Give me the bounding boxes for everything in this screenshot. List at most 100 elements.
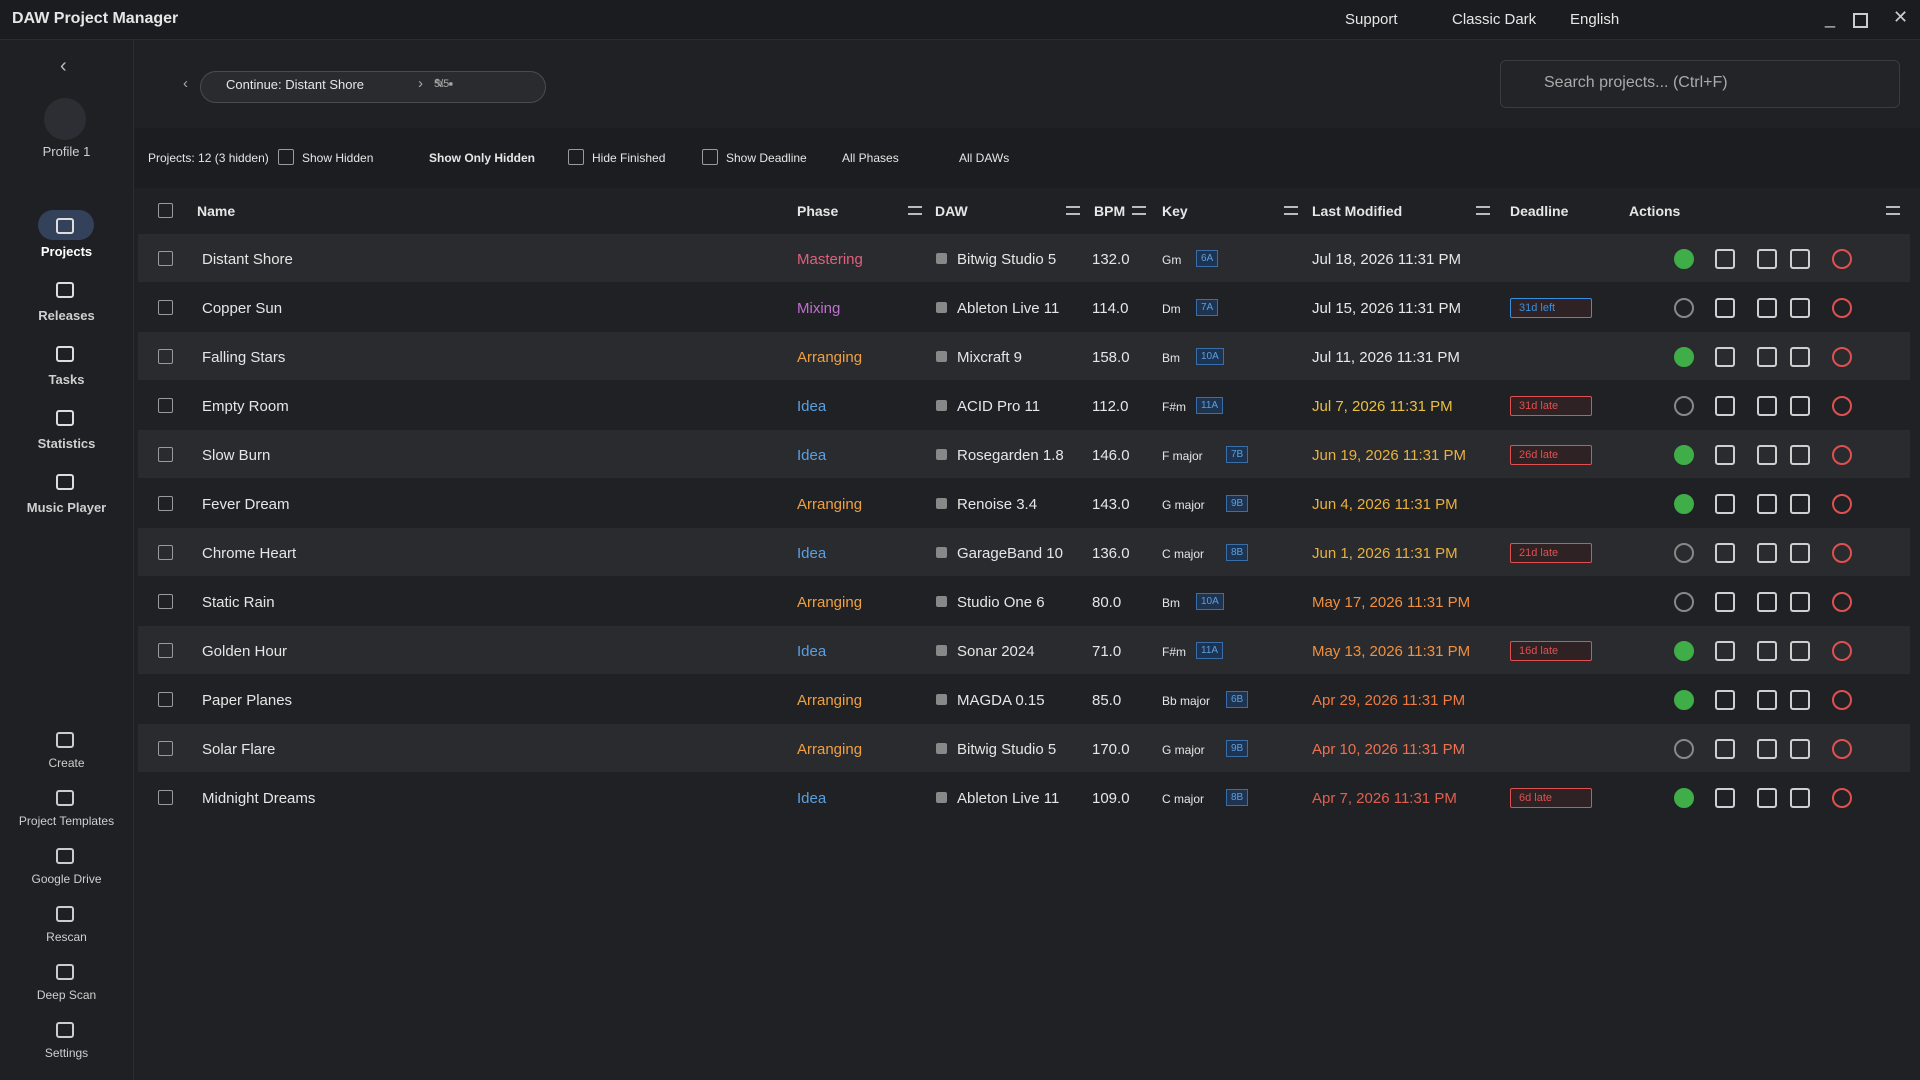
open-button[interactable] [1715,787,1735,808]
play-button[interactable] [1674,689,1694,710]
hide-button[interactable] [1832,591,1852,612]
support-button[interactable]: Support [1345,11,1398,28]
tool-icon[interactable] [56,906,74,922]
column-header[interactable]: Actions [1629,203,1681,219]
phase[interactable]: Mastering [797,250,863,268]
project-name[interactable]: Falling Stars [202,348,286,366]
project-name[interactable]: Golden Hour [202,642,288,660]
open-button[interactable] [1715,493,1735,514]
hide-button[interactable] [1832,689,1852,710]
hide-button[interactable] [1832,297,1852,318]
column-header[interactable]: Name [197,203,236,219]
nav-icon[interactable] [56,346,74,362]
project-name[interactable]: Chrome Heart [202,544,297,562]
row-checkbox[interactable] [158,740,173,756]
open-button[interactable] [1715,297,1735,318]
play-button[interactable] [1674,640,1694,661]
phase[interactable]: Arranging [797,348,863,366]
folder-button[interactable] [1790,542,1810,563]
open-button[interactable] [1715,248,1735,269]
notes-button[interactable] [1757,395,1777,416]
nav-label[interactable]: Tasks [48,372,85,387]
hide-button[interactable] [1832,640,1852,661]
breadcrumb-current[interactable]: Continue: Distant Shore [226,77,365,92]
folder-button[interactable] [1790,444,1810,465]
column-menu[interactable] [1284,206,1298,215]
folder-button[interactable] [1790,297,1810,318]
filter-hide-finished[interactable]: Hide Finished [592,151,666,165]
play-button[interactable] [1674,346,1694,367]
notes-button[interactable] [1757,248,1777,269]
hide-button[interactable] [1832,787,1852,808]
column-menu[interactable] [1886,206,1900,215]
project-name[interactable]: Midnight Dreams [202,789,316,807]
column-header[interactable]: Deadline [1510,203,1569,219]
tool-icon[interactable] [56,790,74,806]
project-name[interactable]: Fever Dream [202,495,290,513]
filter-show-deadline[interactable]: Show Deadline [726,151,807,165]
notes-button[interactable] [1757,444,1777,465]
phase[interactable]: Idea [797,397,827,415]
open-button[interactable] [1715,738,1735,759]
play-button[interactable] [1674,493,1694,514]
tool-icon[interactable] [56,1022,74,1038]
filter-show-only-hidden[interactable]: Show Only Hidden [429,151,536,165]
notes-button[interactable] [1757,591,1777,612]
row-checkbox[interactable] [158,397,173,413]
profile-name[interactable]: Profile 1 [42,144,91,159]
play-button[interactable] [1674,395,1694,416]
language-select[interactable]: English [1570,11,1620,28]
hide-button[interactable] [1832,444,1852,465]
open-button[interactable] [1715,395,1735,416]
open-button[interactable] [1715,346,1735,367]
row-checkbox[interactable] [158,789,173,805]
checkbox[interactable] [568,149,584,165]
tool-icon[interactable] [56,848,74,864]
column-header[interactable]: Key [1162,203,1188,219]
phase[interactable]: Arranging [797,691,863,709]
play-button[interactable] [1674,787,1694,808]
header-checkbox[interactable] [158,203,173,218]
row-checkbox[interactable] [158,299,173,315]
play-button[interactable] [1674,542,1694,563]
folder-button[interactable] [1790,689,1810,710]
open-button[interactable] [1715,689,1735,710]
project-name[interactable]: Static Rain [202,593,275,611]
notes-button[interactable] [1757,542,1777,563]
phase[interactable]: Arranging [797,740,863,758]
folder-button[interactable] [1790,787,1810,808]
row-checkbox[interactable] [158,446,173,462]
folder-button[interactable] [1790,591,1810,612]
project-name[interactable]: Empty Room [202,397,289,415]
tool-label[interactable]: Rescan [46,930,87,944]
tool-label[interactable]: Deep Scan [36,988,97,1002]
filter-all-phases[interactable]: All Phases [842,151,899,165]
phase[interactable]: Idea [797,642,827,660]
theme-button[interactable]: Classic Dark [1452,11,1537,28]
phase[interactable]: Mixing [797,299,841,317]
open-button[interactable] [1715,542,1735,563]
folder-button[interactable] [1790,395,1810,416]
notes-button[interactable] [1757,640,1777,661]
phase[interactable]: Arranging [797,495,863,513]
maximize[interactable] [1853,13,1868,28]
project-name[interactable]: Copper Sun [202,299,283,317]
column-menu[interactable] [1066,206,1080,215]
phase[interactable]: Idea [797,446,827,464]
checkbox[interactable] [702,149,718,165]
folder-button[interactable] [1790,346,1810,367]
nav-label[interactable]: Statistics [37,436,96,451]
project-name[interactable]: Distant Shore [202,250,293,268]
notes-button[interactable] [1757,738,1777,759]
row-checkbox[interactable] [158,593,173,609]
tool-label[interactable]: Google Drive [31,872,102,886]
notes-button[interactable] [1757,297,1777,318]
play-button[interactable] [1674,444,1694,465]
phase[interactable]: Idea [797,789,827,807]
tool-label[interactable]: Create [48,756,85,770]
notes-button[interactable] [1757,346,1777,367]
avatar[interactable] [44,98,86,140]
close[interactable]: ✕ [1893,7,1909,27]
column-header[interactable]: BPM [1094,203,1126,219]
hide-button[interactable] [1832,493,1852,514]
